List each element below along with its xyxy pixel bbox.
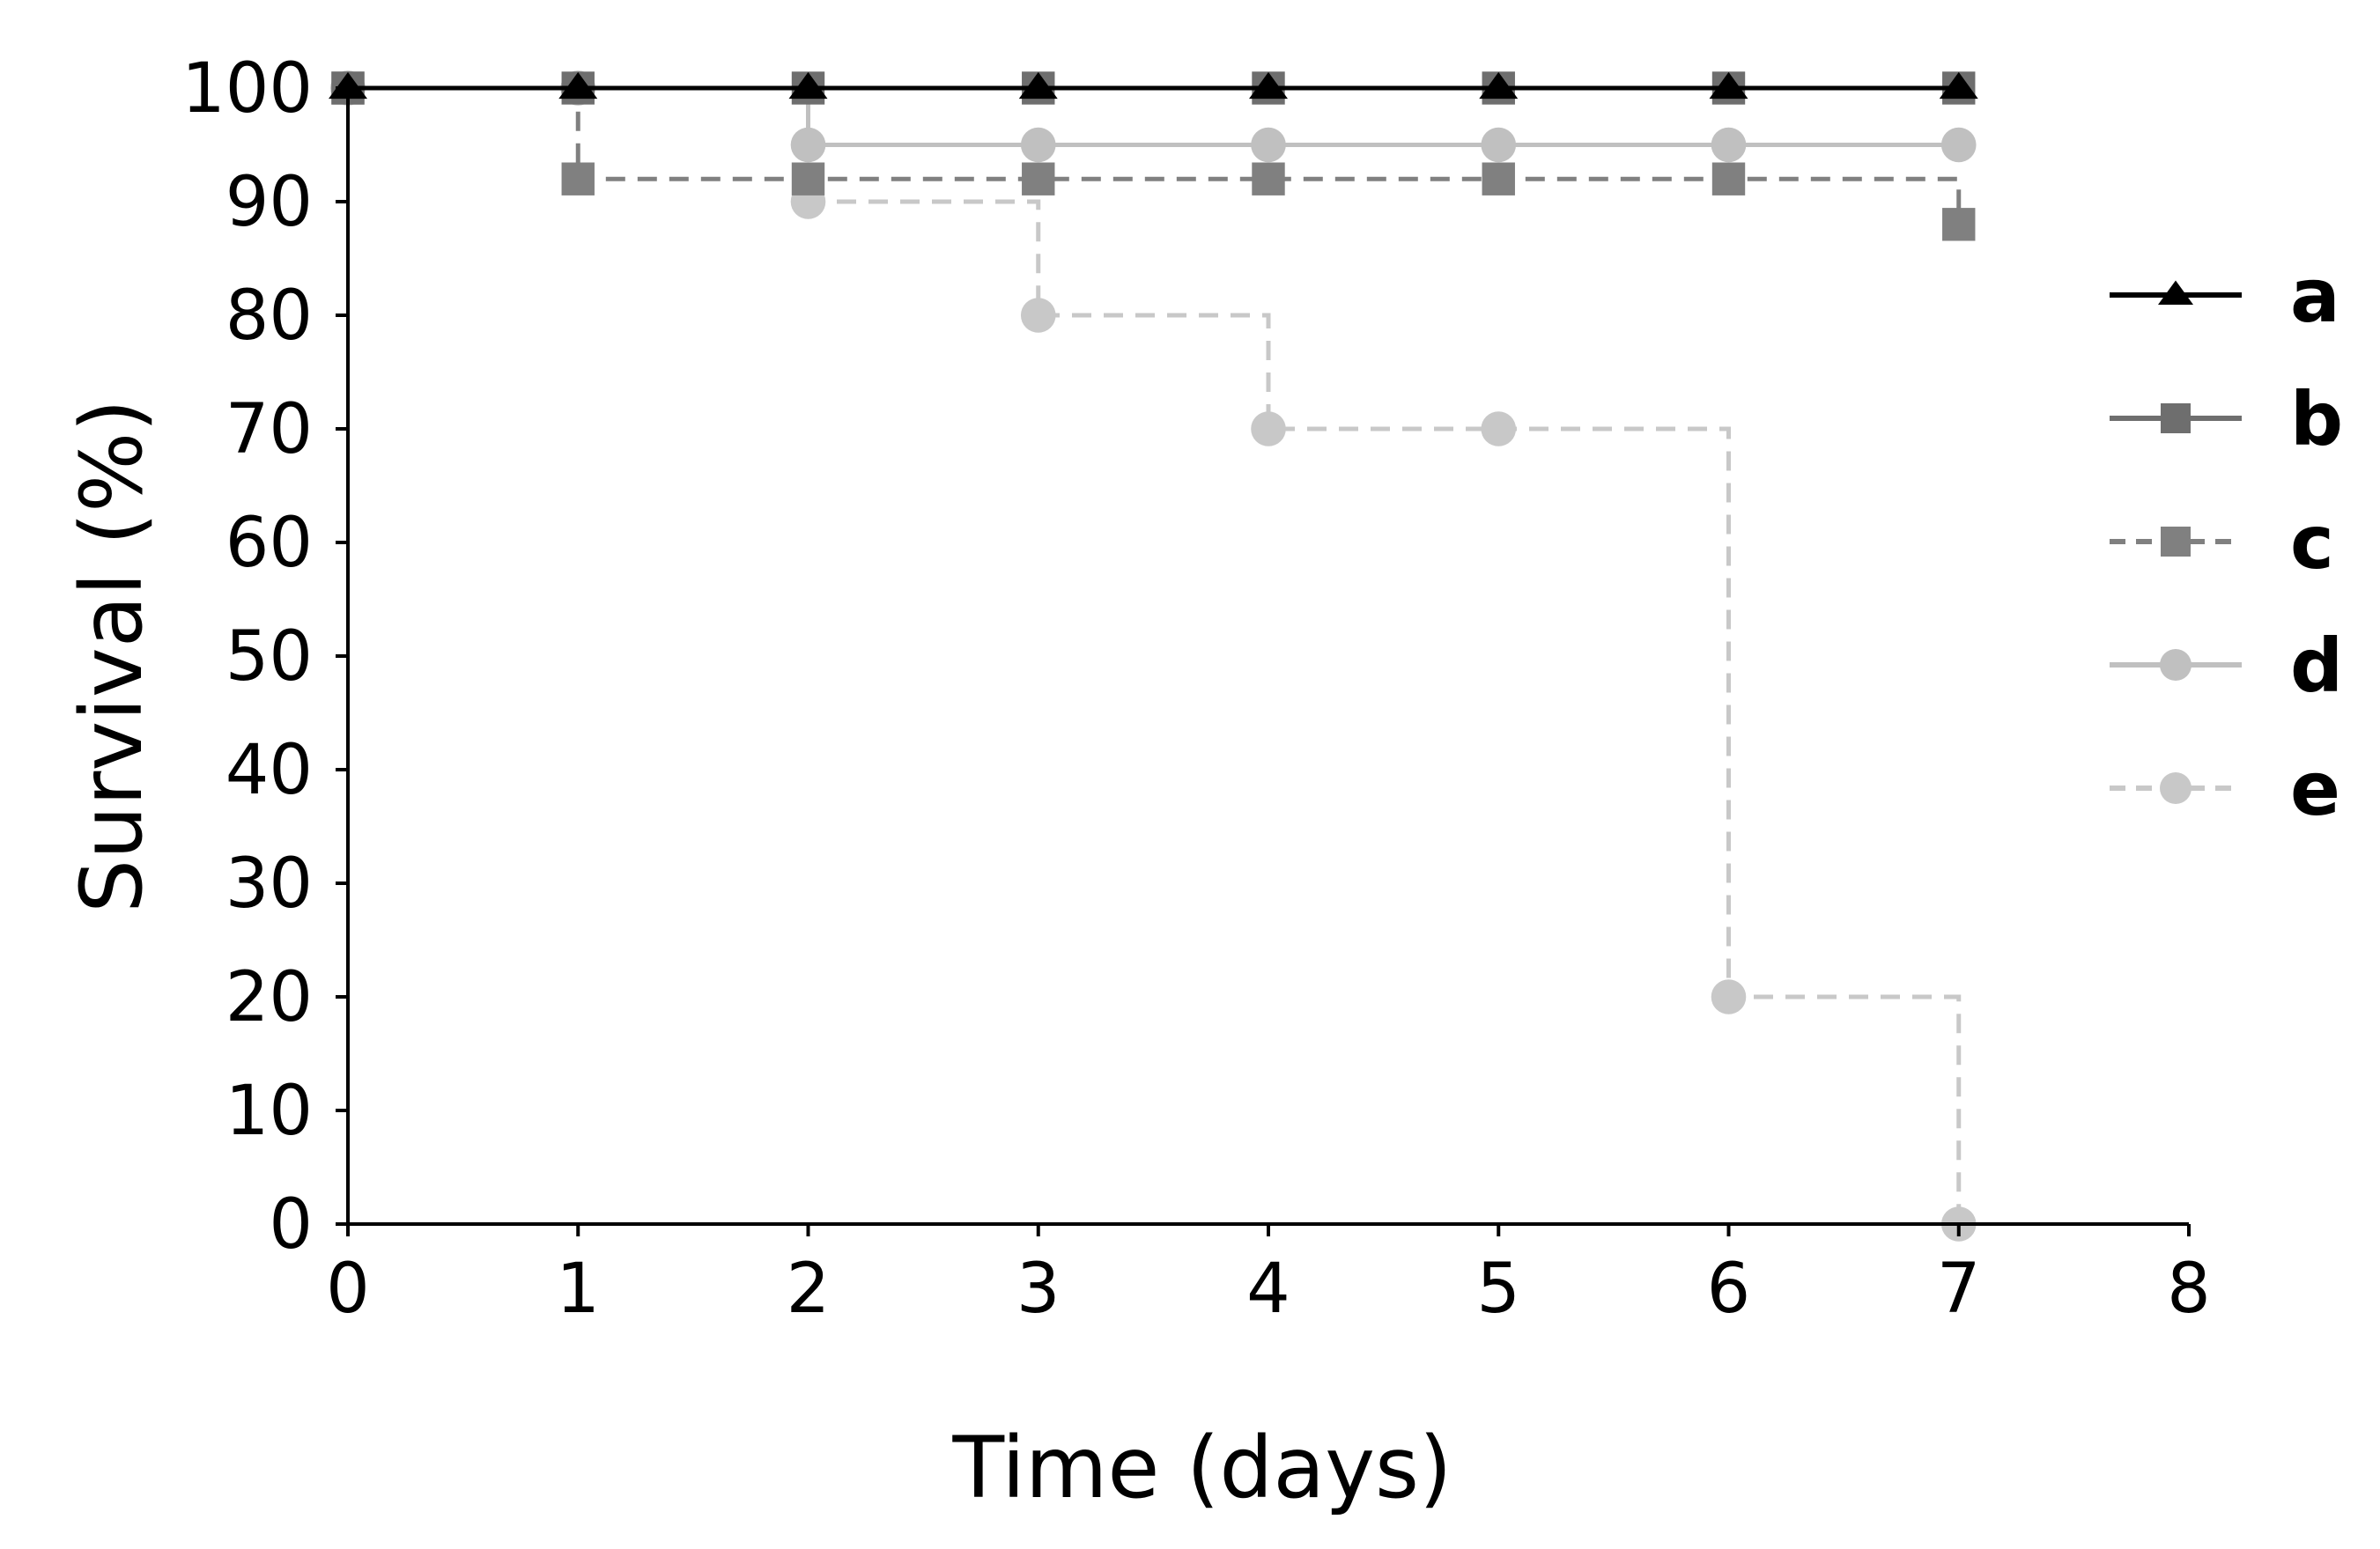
legend-item-d: d: [2110, 623, 2343, 709]
series-c-line: [348, 85, 1962, 225]
series-a-marker: [1018, 71, 1058, 100]
legend-item-b: b: [2110, 376, 2343, 462]
legend-label: e: [2290, 746, 2340, 832]
y-tick-label: 30: [225, 845, 313, 924]
series-a-marker: [558, 71, 598, 100]
series-e-marker: [2160, 772, 2192, 804]
x-tick-label: 0: [326, 1250, 370, 1329]
series-e: [330, 70, 1977, 1242]
series-c-marker: [2161, 527, 2191, 557]
series-a-marker: [1249, 71, 1288, 100]
series-e-line: [348, 85, 1962, 1224]
legend-item-a: a: [2110, 253, 2340, 339]
x-axis-title: Time (days): [952, 1419, 1452, 1517]
series-d-marker: [1940, 127, 1977, 163]
series-c-marker: [791, 162, 825, 195]
series-c-marker: [561, 162, 595, 195]
series-a-marker: [1709, 71, 1748, 100]
legend-item-c: c: [2110, 499, 2334, 586]
y-tick-label: 100: [181, 49, 313, 129]
series-e-marker: [1711, 979, 1747, 1014]
series-d-marker: [1481, 127, 1517, 163]
y-axis-title: Survival (%): [63, 399, 161, 913]
y-tick-label: 40: [225, 731, 313, 810]
series-c-marker: [1252, 162, 1285, 195]
series-c-marker: [1022, 162, 1055, 195]
series-a-marker: [329, 71, 367, 100]
y-tick-label: 20: [225, 958, 313, 1037]
y-tick-label: 50: [225, 617, 313, 697]
x-tick-label: 8: [2167, 1250, 2211, 1329]
series-a-marker: [2158, 280, 2193, 305]
series-d-marker: [2160, 649, 2192, 681]
legend-label: b: [2290, 376, 2343, 462]
series-d-marker: [1251, 127, 1286, 163]
series-e-marker: [1251, 411, 1286, 446]
y-tick-label: 60: [225, 504, 313, 583]
x-tick-label: 7: [1937, 1250, 1981, 1329]
series-a: [329, 71, 1978, 100]
x-tick-label: 5: [1476, 1250, 1520, 1329]
series-a-marker: [788, 71, 828, 100]
x-tick-label: 3: [1016, 1250, 1061, 1329]
series-e-marker: [1481, 411, 1517, 446]
legend-label: c: [2290, 499, 2334, 586]
plot-area: [329, 70, 1978, 1242]
y-tick-label: 80: [225, 277, 313, 356]
x-tick-label: 2: [787, 1250, 831, 1329]
series-a-marker: [1939, 71, 1978, 100]
y-tick-label: 0: [269, 1185, 313, 1265]
x-tick-label: 4: [1246, 1250, 1290, 1329]
series-d-marker: [1711, 127, 1747, 163]
legend-label: d: [2290, 623, 2343, 709]
x-tick-label: 1: [556, 1250, 600, 1329]
legend-label: a: [2290, 253, 2340, 339]
series-a-marker: [1479, 71, 1519, 100]
legend-item-e: e: [2110, 746, 2340, 832]
series-c-marker: [1942, 208, 1976, 241]
y-tick-label: 70: [225, 390, 313, 469]
series-c-marker: [1711, 162, 1746, 195]
series-d-marker: [790, 127, 826, 163]
y-tick-label: 90: [225, 163, 313, 242]
x-tick-label: 6: [1707, 1250, 1751, 1329]
series-e-marker: [1020, 298, 1056, 333]
series-c-marker: [1482, 162, 1515, 195]
series-b-marker: [2161, 403, 2191, 433]
series-d-marker: [1020, 127, 1056, 163]
axes: [346, 88, 2189, 1226]
y-tick-label: 10: [225, 1072, 313, 1151]
